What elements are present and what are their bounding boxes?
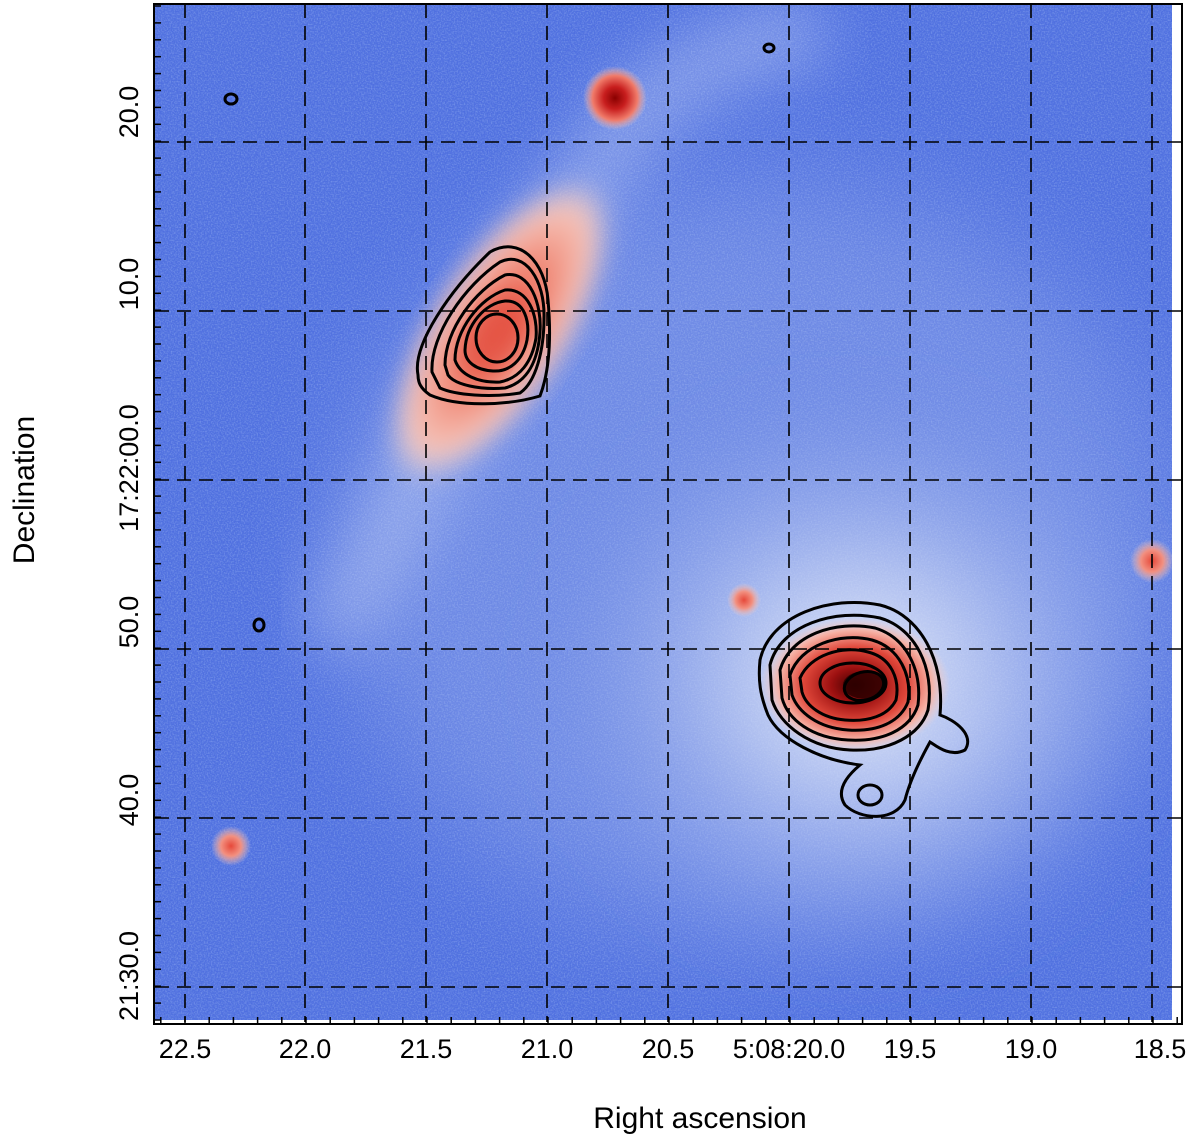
contours-host: [757, 600, 969, 818]
contour-host-6: [818, 661, 888, 705]
image-blank-edge: [1172, 4, 1173, 1020]
star-mid: [727, 583, 761, 617]
contour-host-2: [768, 613, 931, 752]
x-tick-label: 22.0: [279, 1034, 332, 1064]
contour-host-5: [798, 648, 899, 722]
contour-host-3: [778, 624, 921, 742]
x-tick-label: 20.5: [642, 1034, 695, 1064]
contour-host-1: [757, 600, 969, 818]
contour-arc-4: [453, 288, 538, 384]
contour-arc-3: [443, 273, 542, 390]
contour-host-blob: [856, 783, 884, 807]
y-tick-label: 10.0: [114, 258, 144, 311]
contour-arc-6: [474, 312, 520, 364]
x-tick-label: 5:08:20.0: [733, 1034, 846, 1064]
x-tick-label: 19.5: [884, 1034, 937, 1064]
contour-noise-1: [223, 92, 239, 106]
contours-noise: [223, 42, 776, 633]
image-panel: [155, 4, 1173, 1020]
y-axis-title: Declination: [8, 416, 41, 564]
x-tick-label: 18.5: [1134, 1034, 1187, 1064]
coordinate-grid: [155, 4, 1182, 1022]
contour-arc-1: [415, 245, 552, 406]
x-axis-title: Right ascension: [593, 1102, 806, 1135]
contour-arc-5: [463, 299, 530, 373]
contour-host-4: [788, 636, 911, 732]
x-tick-label: 19.0: [1005, 1034, 1058, 1064]
star-left-bottom: [211, 826, 251, 866]
star-top: [583, 66, 647, 130]
contour-host-7: [842, 670, 886, 702]
contour-arc-2: [430, 257, 546, 397]
x-tick-labels: 22.5 22.0 21.5 21.0 20.5 5:08:20.0 19.5 …: [159, 1034, 1187, 1064]
x-tick-label: 22.5: [159, 1034, 212, 1064]
contour-noise-2: [762, 42, 776, 54]
y-tick-labels: 20.0 10.0 17:22:00.0 50.0 40.0 21:30.0: [114, 86, 144, 1021]
contour-noise-3: [252, 617, 266, 633]
arc-source-core: [459, 291, 531, 379]
plot-frame: [153, 3, 1183, 1025]
x-tick-label: 21.0: [521, 1034, 574, 1064]
y-tick-label: 20.0: [114, 86, 144, 139]
y-tick-label: 21:30.0: [114, 931, 144, 1021]
tick-marks: [154, 5, 1178, 1024]
y-tick-label: 17:22:00.0: [114, 404, 144, 532]
contours-arc: [415, 245, 552, 406]
y-tick-label: 50.0: [114, 596, 144, 649]
host-galaxy-core: [843, 671, 887, 699]
x-tick-label: 21.5: [400, 1034, 453, 1064]
y-tick-label: 40.0: [114, 774, 144, 827]
